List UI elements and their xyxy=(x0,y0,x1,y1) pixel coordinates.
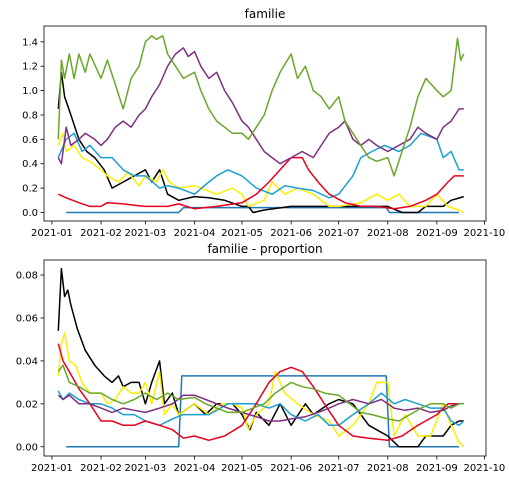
x-tick-label: 2021-03 xyxy=(124,463,166,474)
series-group xyxy=(57,35,465,214)
y-tick-label: 0.0 xyxy=(22,208,38,219)
x-tick-label: 2021-06 xyxy=(270,463,312,474)
x-tick-label: 2021-02 xyxy=(80,463,122,474)
chart-panel-familie-proportion: familie - proportion 0.00 0.02 0.04 0.06 0.0… xyxy=(16,242,506,474)
series-line-4 xyxy=(57,132,464,199)
y-tick-label: 0.4 xyxy=(22,159,38,170)
y-tick-label: 1.2 xyxy=(22,62,38,73)
x-tick-label: 2021-04 xyxy=(174,463,216,474)
x-tick-label: 2021-08 xyxy=(367,463,409,474)
x-tick-label: 2021-10 xyxy=(464,463,506,474)
x-tick-label: 2021-09 xyxy=(416,228,458,239)
x-tick-label: 2021-10 xyxy=(464,228,506,239)
series-line-6 xyxy=(57,47,464,165)
y-tick-label: 1.0 xyxy=(22,86,38,97)
series-line-3 xyxy=(57,332,465,448)
series-line-3 xyxy=(57,132,465,214)
series-line-2 xyxy=(57,267,464,448)
x-tick-label: 2021-03 xyxy=(124,228,166,239)
series-line-2 xyxy=(57,71,465,214)
chart-title: familie xyxy=(245,7,286,21)
x-tick-label: 2021-07 xyxy=(318,228,360,239)
x-tick-label: 2021-01 xyxy=(31,463,73,474)
y-tick-label: 0.06 xyxy=(16,313,38,324)
x-tick-label: 2021-05 xyxy=(221,228,263,239)
chart-panel-familie: familie 0.0 0.2 0.4 0.6 0.8 1.0 1.2 1.4 2021-01 2… xyxy=(22,7,505,239)
x-tick-label: 2021-02 xyxy=(80,228,122,239)
x-tick-label: 2021-01 xyxy=(31,228,73,239)
y-tick-label: 0.6 xyxy=(22,135,38,146)
plot-frame xyxy=(43,25,487,222)
series-group xyxy=(57,267,465,448)
y-tick-label: 1.4 xyxy=(22,37,38,48)
series-line-7 xyxy=(57,364,464,422)
x-tick-label: 2021-07 xyxy=(318,463,360,474)
plot-frame xyxy=(43,259,487,457)
y-tick-label: 0.00 xyxy=(16,442,38,453)
x-tick-label: 2021-09 xyxy=(416,463,458,474)
series-line-5 xyxy=(57,156,464,210)
y-tick-label: 0.2 xyxy=(22,184,38,195)
chart-title: familie - proportion xyxy=(207,242,322,256)
series-line-6 xyxy=(57,394,464,422)
y-tick-label: 0.02 xyxy=(16,399,38,410)
y-tick-label: 0.08 xyxy=(16,271,38,282)
series-line-7 xyxy=(57,35,465,177)
x-tick-label: 2021-04 xyxy=(174,228,216,239)
x-tick-label: 2021-08 xyxy=(367,228,409,239)
x-tick-label: 2021-05 xyxy=(221,463,263,474)
y-tick-label: 0.04 xyxy=(16,356,38,367)
y-tick-label: 0.8 xyxy=(22,110,38,121)
x-tick-label: 2021-06 xyxy=(270,228,312,239)
